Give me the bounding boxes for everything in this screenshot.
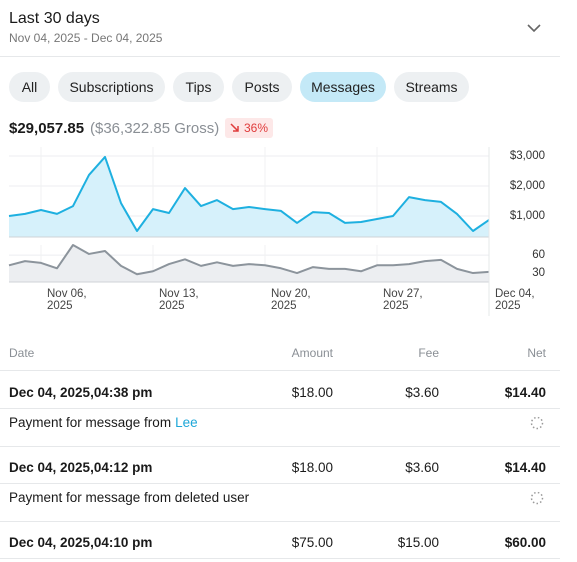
y-tick-label: $1,000 [510, 210, 545, 222]
series-line [8, 155, 490, 232]
x-tick-label: Nov 27, 2025 [383, 288, 423, 312]
filter-tab[interactable]: Streams [394, 72, 469, 102]
divider [0, 521, 560, 522]
x-tick-label: Nov 13, 2025 [159, 288, 199, 312]
chart: $1,000 $2,000 $3,000 30 60 [8, 147, 545, 316]
row-amount: $18.00 [291, 460, 333, 475]
row-fee: $3.60 [405, 385, 439, 400]
area-fill [9, 156, 489, 237]
filter-tab[interactable]: Posts [232, 72, 292, 102]
row-net: $60.00 [504, 535, 546, 550]
divider [0, 558, 560, 559]
y-tick-label: 60 [532, 249, 545, 261]
row-amount: $18.00 [291, 385, 333, 400]
date-range: Nov 04, 2025 - Dec 04, 2025 [9, 31, 163, 45]
divider [0, 408, 560, 409]
column-header: Fee [418, 346, 439, 360]
row-date: Dec 04, 2025,04:10 pm [9, 535, 153, 550]
divider [0, 370, 560, 371]
loading-spinner [530, 416, 544, 430]
column-header: Date [9, 346, 35, 360]
down-arrow-icon [230, 123, 239, 132]
x-tick-label: Nov 20, 2025 [271, 288, 311, 312]
row-net: $14.40 [504, 385, 546, 400]
net-total: $29,057.85 [9, 120, 85, 137]
filter-tab[interactable]: Tips [173, 72, 224, 102]
loading-spinner [530, 491, 544, 505]
row-fee: $15.00 [397, 535, 439, 550]
column-header: Net [527, 346, 546, 360]
user-link[interactable]: Lee [175, 415, 198, 430]
gross-total: ($36,322.85 Gross) [90, 120, 220, 137]
change-percent: 36% [244, 121, 269, 135]
area-fill [9, 245, 489, 282]
row-date: Dec 04, 2025,04:12 pm [9, 460, 153, 475]
change-badge: 36% [225, 118, 273, 138]
y-tick-label: $3,000 [510, 150, 545, 162]
filter-tab[interactable]: Subscriptions [58, 72, 165, 102]
filter-tab[interactable]: All [9, 72, 50, 102]
filter-tab[interactable]: Messages [300, 72, 386, 102]
row-net: $14.40 [504, 460, 546, 475]
row-description: Payment for message from deleted user [9, 490, 250, 505]
column-header: Amount [291, 346, 333, 360]
x-tick-label: Nov 06, 2025 [47, 288, 87, 312]
divider [0, 56, 560, 57]
row-fee: $3.60 [405, 460, 439, 475]
row-date: Dec 04, 2025,04:38 pm [9, 385, 153, 400]
x-tick-label: Dec 04, 2025 [495, 288, 535, 312]
y-tick-label: $2,000 [510, 180, 545, 192]
row-description: Payment for message from Lee [9, 415, 198, 430]
row-amount: $75.00 [291, 535, 333, 550]
header-title: Last 30 days [9, 10, 100, 27]
series-line [8, 244, 490, 276]
dropdown-chevron[interactable] [526, 22, 542, 34]
y-tick-label: 30 [532, 267, 545, 279]
divider [0, 446, 560, 447]
divider [0, 483, 560, 484]
